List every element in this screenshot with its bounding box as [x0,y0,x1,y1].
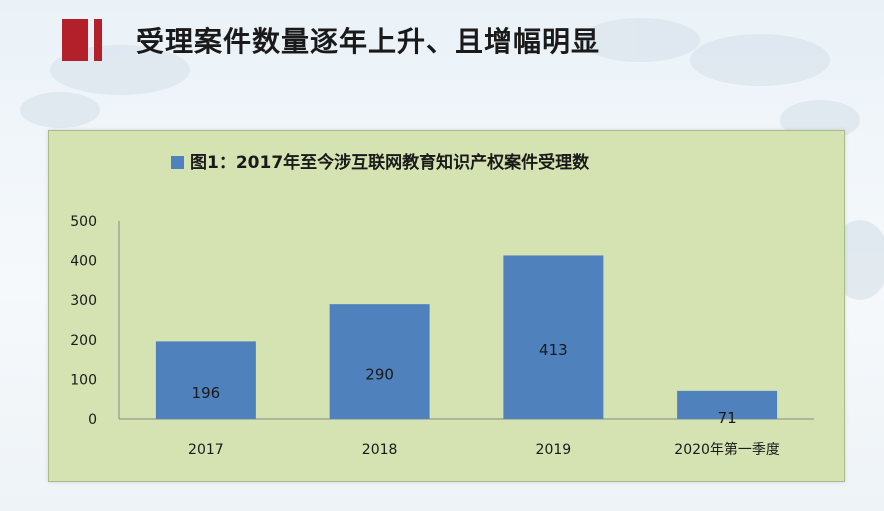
y-tick-label: 100 [70,372,97,388]
chart-title: 图1：2017年至今涉互联网教育知识产权案件受理数 [190,152,590,173]
y-tick-label: 200 [70,333,97,349]
x-axis-labels: 2017 2018 2019 2020年第一季度 [188,441,780,458]
bar [329,304,430,419]
bar [155,341,256,419]
chart-title-group: 图1：2017年至今涉互联网教育知识产权案件受理数 [171,152,590,173]
y-tick-label: 0 [88,412,97,428]
bar-data-label: 413 [539,341,568,359]
title-accent-mark [62,19,102,61]
bar-data-label: 71 [718,409,737,427]
bar [677,390,778,419]
chart-panel: 图1：2017年至今涉互联网教育知识产权案件受理数 0 100 200 300 400 5… [48,130,845,482]
legend-swatch [171,156,184,169]
y-axis-ticks: 0 100 200 300 400 500 [70,214,97,428]
bar-data-label: 290 [365,366,394,384]
bar-data-label: 196 [192,384,221,402]
x-tick-label: 2017 [188,442,224,458]
title-bar: 受理案件数量逐年上升、且增幅明显 [62,18,600,62]
y-tick-label: 300 [70,293,97,309]
bar [503,255,604,419]
x-tick-label: 2020年第一季度 [674,441,780,458]
y-tick-label: 500 [70,214,97,230]
bars-group: 196 290 413 71 [155,255,778,427]
page-title: 受理案件数量逐年上升、且增幅明显 [136,25,601,58]
x-tick-label: 2019 [536,442,572,458]
y-tick-label: 400 [70,254,97,270]
bar-chart: 图1：2017年至今涉互联网教育知识产权案件受理数 0 100 200 300 400 5… [70,152,814,458]
x-tick-label: 2018 [362,442,398,458]
